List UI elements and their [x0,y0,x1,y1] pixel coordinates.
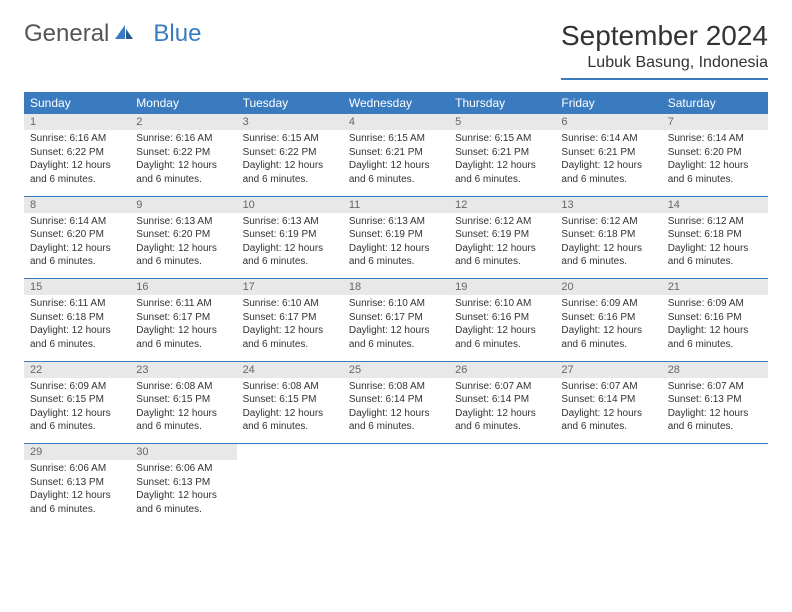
day-details: Sunrise: 6:10 AMSunset: 6:16 PMDaylight:… [449,295,555,355]
day-number [237,444,343,448]
dow-cell: Tuesday [237,92,343,114]
brand-name-2: Blue [153,20,201,48]
day-details: Sunrise: 6:16 AMSunset: 6:22 PMDaylight:… [130,130,236,190]
day-details: Sunrise: 6:12 AMSunset: 6:18 PMDaylight:… [662,213,768,273]
day-number: 16 [130,279,236,295]
day-number: 4 [343,114,449,130]
week-body-row: Sunrise: 6:11 AMSunset: 6:18 PMDaylight:… [24,295,768,355]
day-details: Sunrise: 6:13 AMSunset: 6:20 PMDaylight:… [130,213,236,273]
day-number: 5 [449,114,555,130]
day-details: Sunrise: 6:12 AMSunset: 6:19 PMDaylight:… [449,213,555,273]
day-number: 28 [662,362,768,378]
dow-cell: Thursday [449,92,555,114]
day-number: 14 [662,197,768,213]
dow-cell: Sunday [24,92,130,114]
week-daynum-row: 891011121314 [24,196,768,213]
day-details: Sunrise: 6:06 AMSunset: 6:13 PMDaylight:… [24,460,130,520]
day-details: Sunrise: 6:15 AMSunset: 6:22 PMDaylight:… [237,130,343,190]
day-number [662,444,768,448]
day-number: 15 [24,279,130,295]
location-label: Lubuk Basung, Indonesia [561,54,768,76]
day-details: Sunrise: 6:07 AMSunset: 6:14 PMDaylight:… [449,378,555,438]
day-details: Sunrise: 6:13 AMSunset: 6:19 PMDaylight:… [237,213,343,273]
day-number [555,444,661,448]
day-details: Sunrise: 6:13 AMSunset: 6:19 PMDaylight:… [343,213,449,273]
day-number: 22 [24,362,130,378]
day-details: Sunrise: 6:15 AMSunset: 6:21 PMDaylight:… [449,130,555,190]
day-details: Sunrise: 6:08 AMSunset: 6:15 PMDaylight:… [130,378,236,438]
dow-cell: Friday [555,92,661,114]
day-details: Sunrise: 6:07 AMSunset: 6:14 PMDaylight:… [555,378,661,438]
day-number: 23 [130,362,236,378]
day-number: 8 [24,197,130,213]
week-daynum-row: 1234567 [24,114,768,130]
day-details [237,460,343,466]
day-number [343,444,449,448]
day-of-week-row: SundayMondayTuesdayWednesdayThursdayFrid… [24,92,768,114]
day-number [449,444,555,448]
day-details: Sunrise: 6:09 AMSunset: 6:15 PMDaylight:… [24,378,130,438]
day-number: 25 [343,362,449,378]
day-number: 26 [449,362,555,378]
calendar-table: SundayMondayTuesdayWednesdayThursdayFrid… [24,92,768,520]
day-number: 10 [237,197,343,213]
week-body-row: Sunrise: 6:06 AMSunset: 6:13 PMDaylight:… [24,460,768,520]
day-number: 21 [662,279,768,295]
day-number: 7 [662,114,768,130]
header: General Blue September 2024 Lubuk Basung… [24,20,768,80]
day-number: 18 [343,279,449,295]
week-daynum-row: 22232425262728 [24,361,768,378]
day-details: Sunrise: 6:15 AMSunset: 6:21 PMDaylight:… [343,130,449,190]
month-title: September 2024 [561,20,768,52]
day-number: 13 [555,197,661,213]
day-number: 1 [24,114,130,130]
brand-logo: General Blue [24,20,201,48]
sail-icon [113,20,135,48]
dow-cell: Monday [130,92,236,114]
day-details: Sunrise: 6:08 AMSunset: 6:15 PMDaylight:… [237,378,343,438]
day-number: 2 [130,114,236,130]
day-details: Sunrise: 6:11 AMSunset: 6:17 PMDaylight:… [130,295,236,355]
title-block: September 2024 Lubuk Basung, Indonesia [561,20,768,80]
week-daynum-row: 15161718192021 [24,279,768,296]
day-number: 12 [449,197,555,213]
day-number: 17 [237,279,343,295]
day-details: Sunrise: 6:12 AMSunset: 6:18 PMDaylight:… [555,213,661,273]
day-number: 29 [24,444,130,460]
week-body-row: Sunrise: 6:09 AMSunset: 6:15 PMDaylight:… [24,378,768,438]
day-number: 6 [555,114,661,130]
day-details: Sunrise: 6:14 AMSunset: 6:20 PMDaylight:… [24,213,130,273]
day-details: Sunrise: 6:16 AMSunset: 6:22 PMDaylight:… [24,130,130,190]
day-details [555,460,661,466]
dow-cell: Wednesday [343,92,449,114]
day-details: Sunrise: 6:09 AMSunset: 6:16 PMDaylight:… [555,295,661,355]
day-number: 9 [130,197,236,213]
day-number: 3 [237,114,343,130]
day-details: Sunrise: 6:10 AMSunset: 6:17 PMDaylight:… [237,295,343,355]
day-details: Sunrise: 6:14 AMSunset: 6:21 PMDaylight:… [555,130,661,190]
day-details: Sunrise: 6:14 AMSunset: 6:20 PMDaylight:… [662,130,768,190]
day-details: Sunrise: 6:11 AMSunset: 6:18 PMDaylight:… [24,295,130,355]
day-number: 27 [555,362,661,378]
week-body-row: Sunrise: 6:16 AMSunset: 6:22 PMDaylight:… [24,130,768,190]
week-body-row: Sunrise: 6:14 AMSunset: 6:20 PMDaylight:… [24,213,768,273]
day-number: 20 [555,279,661,295]
day-details: Sunrise: 6:08 AMSunset: 6:14 PMDaylight:… [343,378,449,438]
day-number: 30 [130,444,236,460]
day-details: Sunrise: 6:09 AMSunset: 6:16 PMDaylight:… [662,295,768,355]
week-daynum-row: 2930 [24,444,768,461]
brand-name-1: General [24,20,109,48]
day-details: Sunrise: 6:10 AMSunset: 6:17 PMDaylight:… [343,295,449,355]
day-details: Sunrise: 6:07 AMSunset: 6:13 PMDaylight:… [662,378,768,438]
day-details [449,460,555,466]
day-details [662,460,768,466]
day-number: 19 [449,279,555,295]
day-details [343,460,449,466]
dow-cell: Saturday [662,92,768,114]
day-details: Sunrise: 6:06 AMSunset: 6:13 PMDaylight:… [130,460,236,520]
day-number: 24 [237,362,343,378]
day-number: 11 [343,197,449,213]
